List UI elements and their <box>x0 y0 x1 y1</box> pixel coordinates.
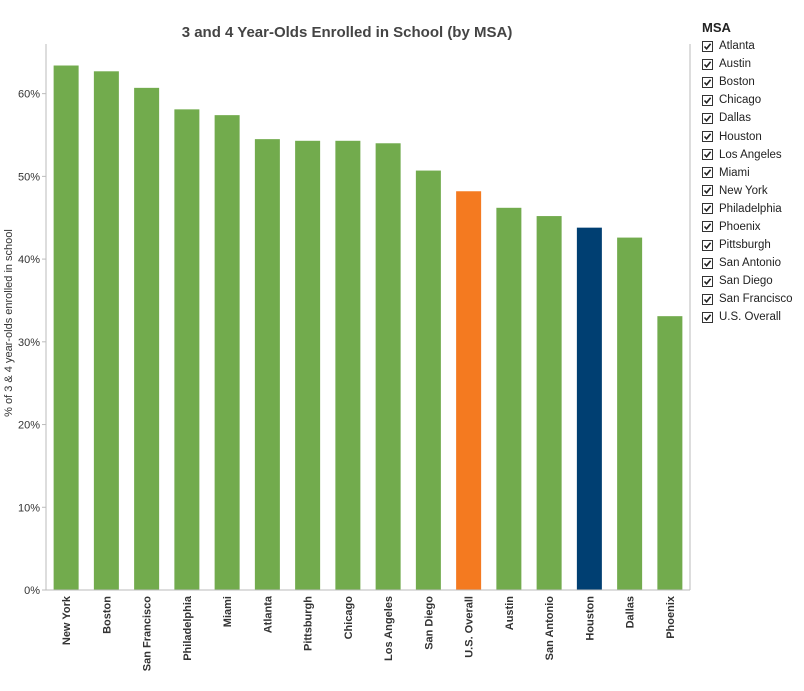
x-tick-label: Atlanta <box>262 595 274 633</box>
legend-item-austin[interactable]: Austin <box>702 55 804 73</box>
legend-item-label: Dallas <box>719 112 751 125</box>
x-tick-label: San Antonio <box>544 596 556 661</box>
legend-item-san-antonio[interactable]: San Antonio <box>702 254 804 272</box>
bars <box>53 65 683 591</box>
legend: MSA Atlanta Austin Boston Chicago Dallas Hous… <box>702 20 804 327</box>
bar-boston[interactable] <box>93 71 119 591</box>
x-axis: New York Boston San Francisco Philadelphia M… <box>61 595 677 671</box>
x-tick-label: Pittsburgh <box>303 596 315 651</box>
legend-items: Atlanta Austin Boston Chicago Dallas Houston L… <box>702 37 804 327</box>
legend-item-new-york[interactable]: New York <box>702 182 804 200</box>
checkbox-checked-icon[interactable] <box>702 185 713 197</box>
checkbox-checked-icon[interactable] <box>702 275 713 287</box>
legend-item-dallas[interactable]: Dallas <box>702 109 804 127</box>
y-tick-label: 60% <box>18 89 40 101</box>
x-tick-label: San Francisco <box>142 596 154 671</box>
x-tick-label: Phoenix <box>665 595 677 639</box>
bar-houston[interactable] <box>576 227 602 590</box>
legend-item-label: Boston <box>719 76 755 89</box>
legend-item-label: Miami <box>719 166 750 179</box>
checkbox-checked-icon[interactable] <box>702 112 713 124</box>
bar-pittsburgh[interactable] <box>295 140 321 591</box>
y-tick-label: 50% <box>18 171 40 183</box>
bar-san-antonio[interactable] <box>536 216 562 590</box>
y-axis: 0% 10% 20% 30% 40% 50% 60% <box>18 89 46 597</box>
bar-phoenix[interactable] <box>657 316 683 590</box>
legend-item-label: Pittsburgh <box>719 239 771 252</box>
bar-u-s-overall[interactable] <box>456 191 482 590</box>
legend-item-san-francisco[interactable]: San Francisco <box>702 290 804 308</box>
checkbox-checked-icon[interactable] <box>702 293 713 305</box>
x-tick-label: New York <box>61 595 73 645</box>
legend-item-label: Atlanta <box>719 40 755 53</box>
bar-miami[interactable] <box>214 115 240 591</box>
checkbox-checked-icon[interactable] <box>702 203 713 215</box>
legend-item-label: New York <box>719 184 768 197</box>
legend-item-label: U.S. Overall <box>719 311 781 324</box>
x-tick-label: Boston <box>101 596 113 634</box>
y-tick-label: 0% <box>24 585 40 597</box>
checkbox-checked-icon[interactable] <box>702 257 713 269</box>
legend-item-label: Phoenix <box>719 220 761 233</box>
checkbox-checked-icon[interactable] <box>702 239 713 251</box>
legend-item-phoenix[interactable]: Phoenix <box>702 218 804 236</box>
bar-atlanta[interactable] <box>254 139 280 591</box>
checkbox-checked-icon[interactable] <box>702 58 713 70</box>
legend-item-label: Austin <box>719 58 751 71</box>
y-tick-label: 40% <box>18 254 40 266</box>
y-tick-label: 10% <box>18 502 40 514</box>
legend-item-label: San Francisco <box>719 293 793 306</box>
legend-item-label: Houston <box>719 130 762 143</box>
y-tick-label: 30% <box>18 337 40 349</box>
bar-chart: % of 3 & 4 year-olds enrolled in school … <box>3 44 691 671</box>
legend-title: MSA <box>702 20 731 35</box>
x-tick-label: San Diego <box>423 596 435 650</box>
legend-item-pittsburgh[interactable]: Pittsburgh <box>702 236 804 254</box>
checkbox-checked-icon[interactable] <box>702 221 713 233</box>
x-tick-label: Philadelphia <box>182 595 194 661</box>
legend-item-u-s-overall[interactable]: U.S. Overall <box>702 308 804 326</box>
x-tick-label: Dallas <box>625 596 637 628</box>
bar-san-diego[interactable] <box>415 170 441 590</box>
x-tick-label: Miami <box>222 596 234 627</box>
bar-dallas[interactable] <box>617 237 643 590</box>
legend-item-miami[interactable]: Miami <box>702 164 804 182</box>
bar-philadelphia[interactable] <box>174 109 200 590</box>
bar-austin[interactable] <box>496 207 522 591</box>
legend-item-label: San Diego <box>719 275 773 288</box>
checkbox-checked-icon[interactable] <box>702 311 713 323</box>
x-tick-label: Austin <box>504 596 516 631</box>
checkbox-checked-icon[interactable] <box>702 131 713 143</box>
legend-item-atlanta[interactable]: Atlanta <box>702 37 804 55</box>
legend-item-label: Philadelphia <box>719 202 782 215</box>
bar-chicago[interactable] <box>335 140 361 591</box>
y-axis-label: % of 3 & 4 year-olds enrolled in school <box>3 229 15 417</box>
bar-new-york[interactable] <box>53 65 79 590</box>
bar-san-francisco[interactable] <box>134 87 160 590</box>
legend-item-los-angeles[interactable]: Los Angeles <box>702 146 804 164</box>
checkbox-checked-icon[interactable] <box>702 40 713 52</box>
x-tick-label: Houston <box>584 596 596 641</box>
legend-item-chicago[interactable]: Chicago <box>702 91 804 109</box>
x-tick-label: Los Angeles <box>383 596 395 661</box>
checkbox-checked-icon[interactable] <box>702 167 713 179</box>
legend-item-san-diego[interactable]: San Diego <box>702 272 804 290</box>
checkbox-checked-icon[interactable] <box>702 94 713 106</box>
legend-item-label: San Antonio <box>719 257 782 270</box>
legend-item-philadelphia[interactable]: Philadelphia <box>702 200 804 218</box>
legend-item-houston[interactable]: Houston <box>702 127 804 145</box>
legend-item-label: Los Angeles <box>719 148 782 161</box>
y-tick-label: 20% <box>18 420 40 432</box>
checkbox-checked-icon[interactable] <box>702 76 713 88</box>
x-tick-label: U.S. Overall <box>464 596 476 658</box>
bar-los-angeles[interactable] <box>375 143 401 591</box>
x-tick-label: Chicago <box>343 596 355 640</box>
legend-item-boston[interactable]: Boston <box>702 73 804 91</box>
chart-title: 3 and 4 Year-Olds Enrolled in School (by… <box>181 24 513 41</box>
legend-item-label: Chicago <box>719 94 762 107</box>
checkbox-checked-icon[interactable] <box>702 149 713 161</box>
